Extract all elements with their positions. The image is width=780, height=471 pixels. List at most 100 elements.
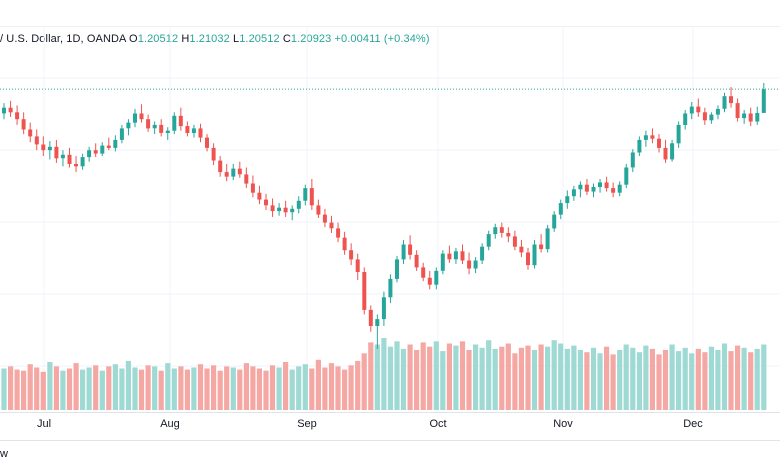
candle-body bbox=[748, 113, 753, 122]
candle-body bbox=[689, 106, 694, 114]
volume-bar bbox=[211, 365, 217, 410]
change-value: +0.00411 (+0.34%) bbox=[334, 33, 430, 45]
volume-bar bbox=[256, 368, 262, 410]
volume-bar bbox=[158, 370, 164, 410]
volume-bar bbox=[145, 365, 151, 410]
candle-body bbox=[414, 254, 419, 268]
candle-body bbox=[643, 135, 648, 140]
x-tick-sep: Sep bbox=[297, 418, 317, 430]
candle bbox=[309, 179, 314, 210]
candle bbox=[427, 270, 432, 290]
time-axis[interactable] bbox=[0, 412, 780, 441]
candle bbox=[486, 230, 491, 251]
candle-body bbox=[250, 183, 255, 193]
volume-bar bbox=[237, 369, 243, 410]
candle-body bbox=[473, 260, 478, 269]
volume-bar bbox=[427, 346, 433, 410]
volume-bar bbox=[551, 340, 557, 410]
volume-bar bbox=[662, 350, 669, 410]
candle-body bbox=[696, 106, 701, 113]
candle-body bbox=[552, 214, 557, 229]
volume-bar bbox=[112, 364, 118, 410]
candle bbox=[598, 179, 602, 193]
candle bbox=[453, 247, 458, 264]
candle-body bbox=[28, 129, 33, 137]
footer-text: w bbox=[0, 448, 8, 460]
volume-bar bbox=[374, 344, 380, 410]
candle bbox=[709, 112, 714, 124]
volume-bar bbox=[381, 338, 387, 410]
volume-bar bbox=[315, 359, 321, 410]
candle-body bbox=[584, 184, 589, 192]
candle bbox=[28, 122, 33, 143]
volume-bar bbox=[73, 363, 79, 410]
volume-bar bbox=[433, 341, 439, 410]
candle-body bbox=[381, 297, 386, 320]
candle bbox=[414, 250, 419, 271]
volume-bar bbox=[623, 344, 629, 410]
candle bbox=[8, 100, 13, 117]
candle-body bbox=[342, 237, 347, 251]
candle bbox=[676, 121, 681, 148]
candle-body bbox=[362, 272, 367, 310]
candle bbox=[2, 103, 6, 120]
volume-bar bbox=[728, 351, 734, 410]
candle-body bbox=[218, 160, 223, 173]
candle bbox=[126, 119, 131, 136]
volume-bar bbox=[656, 354, 662, 410]
candle-body bbox=[755, 112, 760, 122]
volume-bar bbox=[230, 367, 236, 410]
candle bbox=[244, 167, 249, 189]
volume-bar bbox=[754, 348, 760, 410]
candle-body bbox=[329, 222, 334, 229]
volume-bar bbox=[8, 366, 14, 410]
candle bbox=[100, 142, 105, 156]
volume-bar bbox=[309, 368, 315, 410]
candlestick-chart[interactable] bbox=[0, 0, 780, 412]
candle bbox=[336, 222, 341, 243]
candle-body bbox=[591, 187, 596, 192]
candle bbox=[408, 235, 413, 260]
candle-body bbox=[100, 145, 105, 154]
candle bbox=[34, 129, 39, 151]
candle bbox=[362, 267, 367, 315]
candle-body bbox=[67, 154, 72, 164]
candle-body bbox=[165, 130, 170, 133]
candle-body bbox=[486, 234, 491, 247]
open-label: O bbox=[129, 33, 138, 45]
candle bbox=[401, 239, 406, 264]
candle bbox=[434, 267, 439, 290]
candle-body bbox=[624, 167, 629, 185]
close-label: C bbox=[282, 33, 291, 45]
candle bbox=[290, 205, 295, 221]
candle-body bbox=[270, 205, 275, 212]
candle-body bbox=[657, 138, 661, 148]
candle-body bbox=[41, 144, 46, 151]
volume-bar bbox=[217, 370, 223, 410]
candle-body bbox=[119, 128, 124, 140]
candle bbox=[722, 92, 727, 113]
candle bbox=[539, 234, 544, 253]
candle-body bbox=[598, 182, 602, 187]
volume-bar bbox=[152, 366, 158, 410]
candle bbox=[250, 175, 255, 198]
candle bbox=[421, 262, 426, 282]
ohlc-legend: / U.S. Dollar, 1D, OANDA O1.20512 H1.210… bbox=[0, 33, 430, 45]
candle bbox=[617, 181, 622, 197]
candle-body bbox=[290, 208, 295, 213]
volume-bar bbox=[368, 342, 374, 410]
volume-bar bbox=[636, 352, 642, 410]
candle-body bbox=[146, 119, 151, 129]
volume-bar bbox=[505, 343, 511, 410]
candle bbox=[761, 83, 766, 113]
candle bbox=[735, 98, 740, 122]
volume-bar bbox=[387, 346, 393, 410]
candle bbox=[218, 156, 223, 177]
candle bbox=[146, 114, 151, 132]
volume-bar bbox=[590, 347, 597, 410]
candle-body bbox=[578, 184, 583, 190]
candle-body bbox=[15, 112, 20, 120]
candle-body bbox=[185, 126, 190, 133]
volume-bar bbox=[649, 348, 655, 410]
candle bbox=[316, 199, 321, 218]
